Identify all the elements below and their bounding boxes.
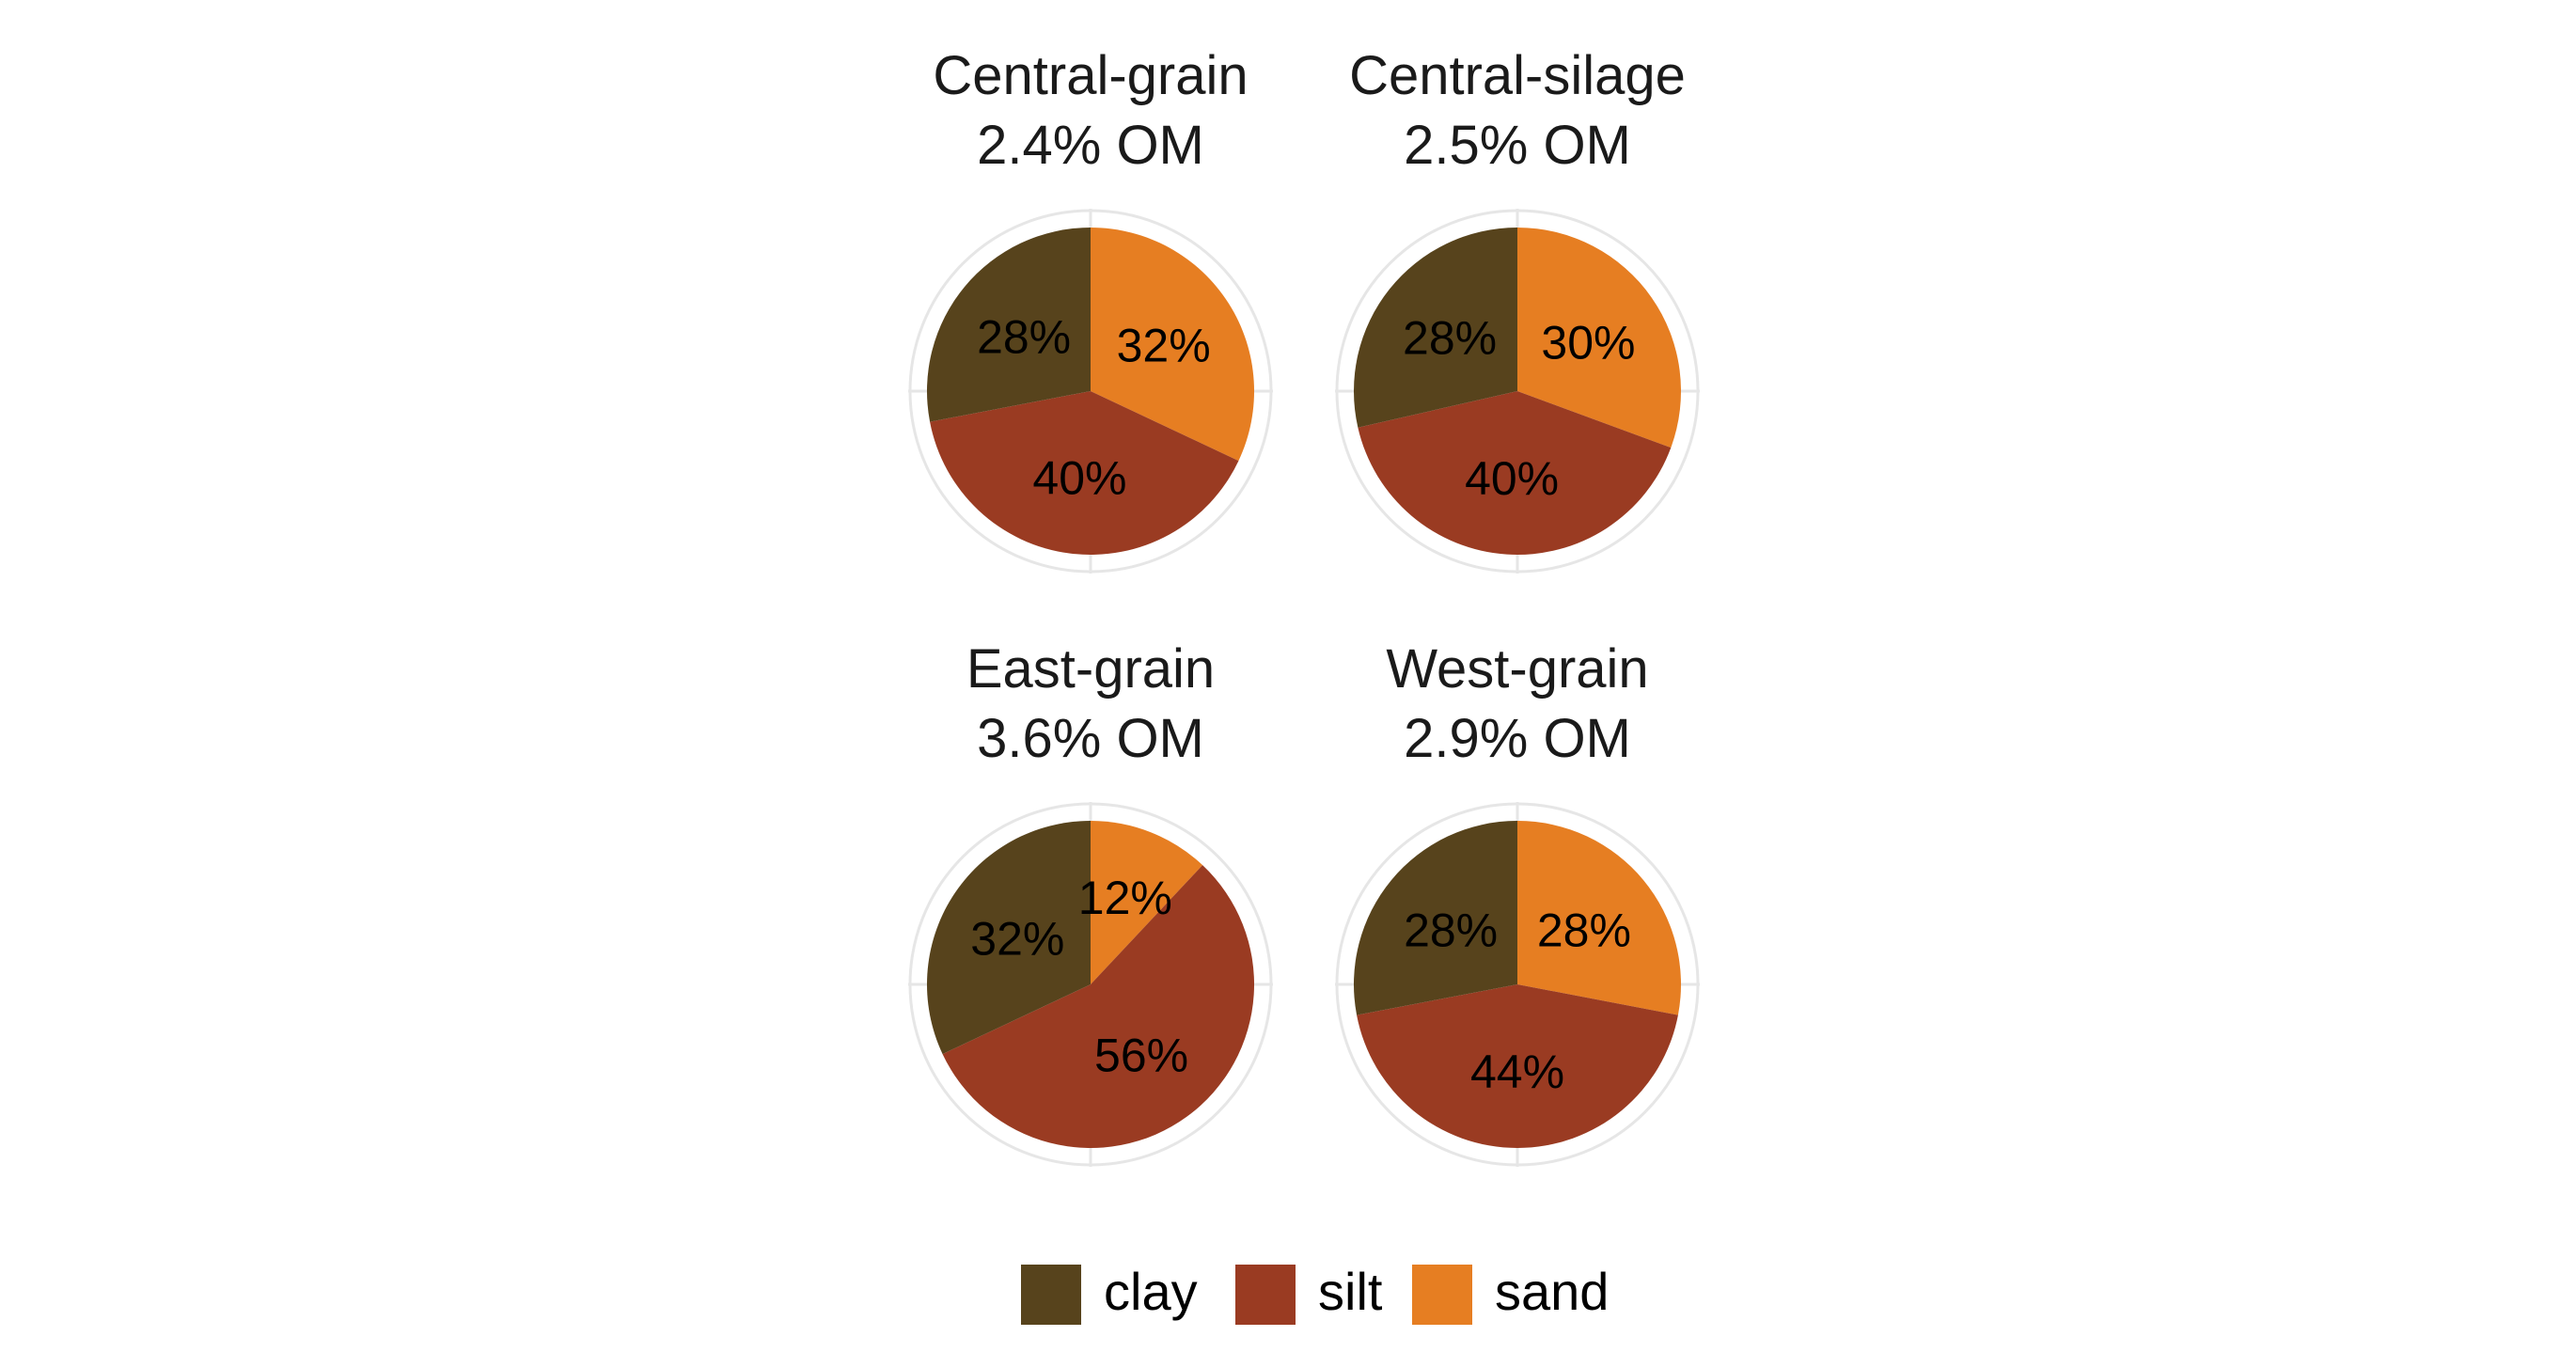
- slice-label-silt: 44%: [1470, 1046, 1564, 1098]
- panel-title: East-grain: [966, 638, 1215, 700]
- panel-title: Central-grain: [933, 45, 1248, 106]
- pie-slice-silt: [942, 865, 1255, 1149]
- legend-label-silt: silt: [1318, 1262, 1383, 1321]
- slice-label-clay: 28%: [977, 310, 1071, 363]
- slice-label-sand: 32%: [1117, 320, 1211, 372]
- pie-panel-central-silage: Central-silage 2.5% OM 30% 40% 28%: [1335, 45, 1700, 574]
- pie-slice-silt: [1357, 984, 1678, 1148]
- pie-panel-central-grain: Central-grain 2.4% OM 32% 40% 28%: [908, 45, 1273, 574]
- slice-label-sand: 30%: [1541, 316, 1635, 369]
- legend-swatch-clay: [1021, 1265, 1081, 1325]
- pie-slice-silt: [930, 391, 1239, 556]
- legend: clay silt sand: [1021, 1262, 1609, 1325]
- pie-slice-clay: [1354, 228, 1518, 428]
- pie-panel-west-grain: West-grain 2.9% OM 28% 44% 28%: [1335, 638, 1700, 1167]
- panel-subtitle: 2.5% OM: [1404, 115, 1631, 176]
- slice-label-clay: 28%: [1404, 904, 1498, 956]
- slice-label-clay: 28%: [1403, 312, 1497, 365]
- pie-panel-east-grain: East-grain 3.6% OM 12% 56% 32%: [908, 638, 1273, 1167]
- slice-label-sand: 28%: [1537, 904, 1631, 956]
- legend-label-clay: clay: [1104, 1262, 1198, 1321]
- legend-swatch-sand: [1412, 1265, 1472, 1325]
- pie-slice-sand: [1091, 228, 1255, 462]
- panel-subtitle: 2.9% OM: [1404, 708, 1631, 769]
- pie-slice-silt: [1358, 391, 1672, 555]
- pie-slice-sand: [1091, 821, 1203, 984]
- pie-slice-clay: [1354, 821, 1517, 1015]
- panel-subtitle: 2.4% OM: [977, 115, 1204, 176]
- slice-label-silt: 56%: [1094, 1029, 1188, 1081]
- slice-label-sand: 12%: [1078, 872, 1172, 924]
- panel-title: West-grain: [1386, 638, 1648, 700]
- slice-label-silt: 40%: [1032, 451, 1126, 504]
- legend-swatch-silt: [1235, 1265, 1296, 1325]
- pie-slice-clay: [927, 821, 1091, 1055]
- panel-title: Central-silage: [1349, 45, 1686, 106]
- pie-slice-sand: [1517, 821, 1681, 1015]
- panel-subtitle: 3.6% OM: [977, 708, 1204, 769]
- legend-label-sand: sand: [1495, 1262, 1609, 1321]
- pie-slice-sand: [1517, 228, 1681, 448]
- pie-slice-clay: [927, 228, 1091, 422]
- slice-label-silt: 40%: [1465, 452, 1559, 505]
- slice-label-clay: 32%: [970, 913, 1064, 966]
